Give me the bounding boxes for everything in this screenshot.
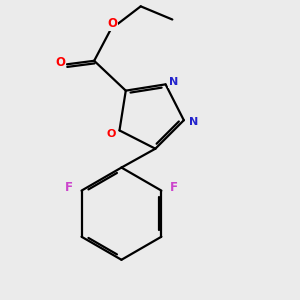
Text: F: F [65, 181, 73, 194]
Text: N: N [189, 117, 198, 128]
Text: F: F [170, 181, 178, 194]
Text: O: O [108, 17, 118, 30]
Text: N: N [169, 77, 178, 87]
Text: O: O [55, 56, 65, 69]
Text: O: O [107, 129, 116, 139]
